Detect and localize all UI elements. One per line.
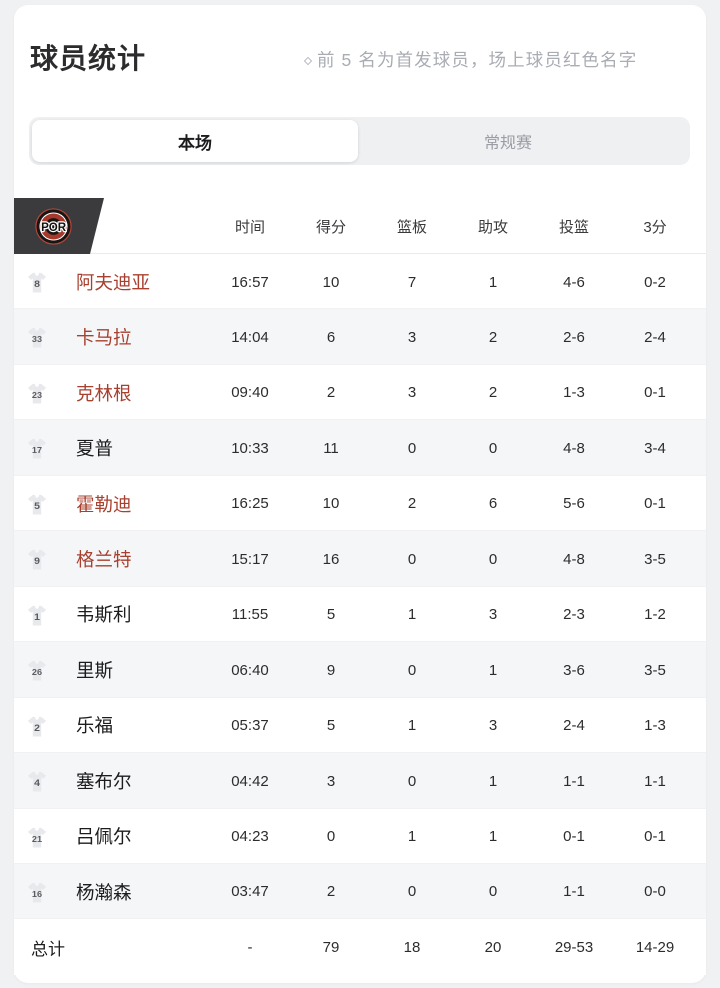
svg-text:POR: POR <box>41 221 67 233</box>
svg-text:23: 23 <box>32 391 42 400</box>
svg-text:17: 17 <box>32 446 42 455</box>
svg-text:4: 4 <box>34 779 40 789</box>
svg-text:16: 16 <box>32 890 42 899</box>
svg-text:33: 33 <box>32 335 42 344</box>
svg-text:26: 26 <box>32 668 42 677</box>
svg-text:1: 1 <box>34 612 40 622</box>
svg-text:9: 9 <box>34 557 40 567</box>
svg-text:2: 2 <box>34 723 40 733</box>
svg-text:5: 5 <box>34 502 40 512</box>
svg-text:21: 21 <box>32 834 42 843</box>
svg-text:8: 8 <box>34 280 40 290</box>
